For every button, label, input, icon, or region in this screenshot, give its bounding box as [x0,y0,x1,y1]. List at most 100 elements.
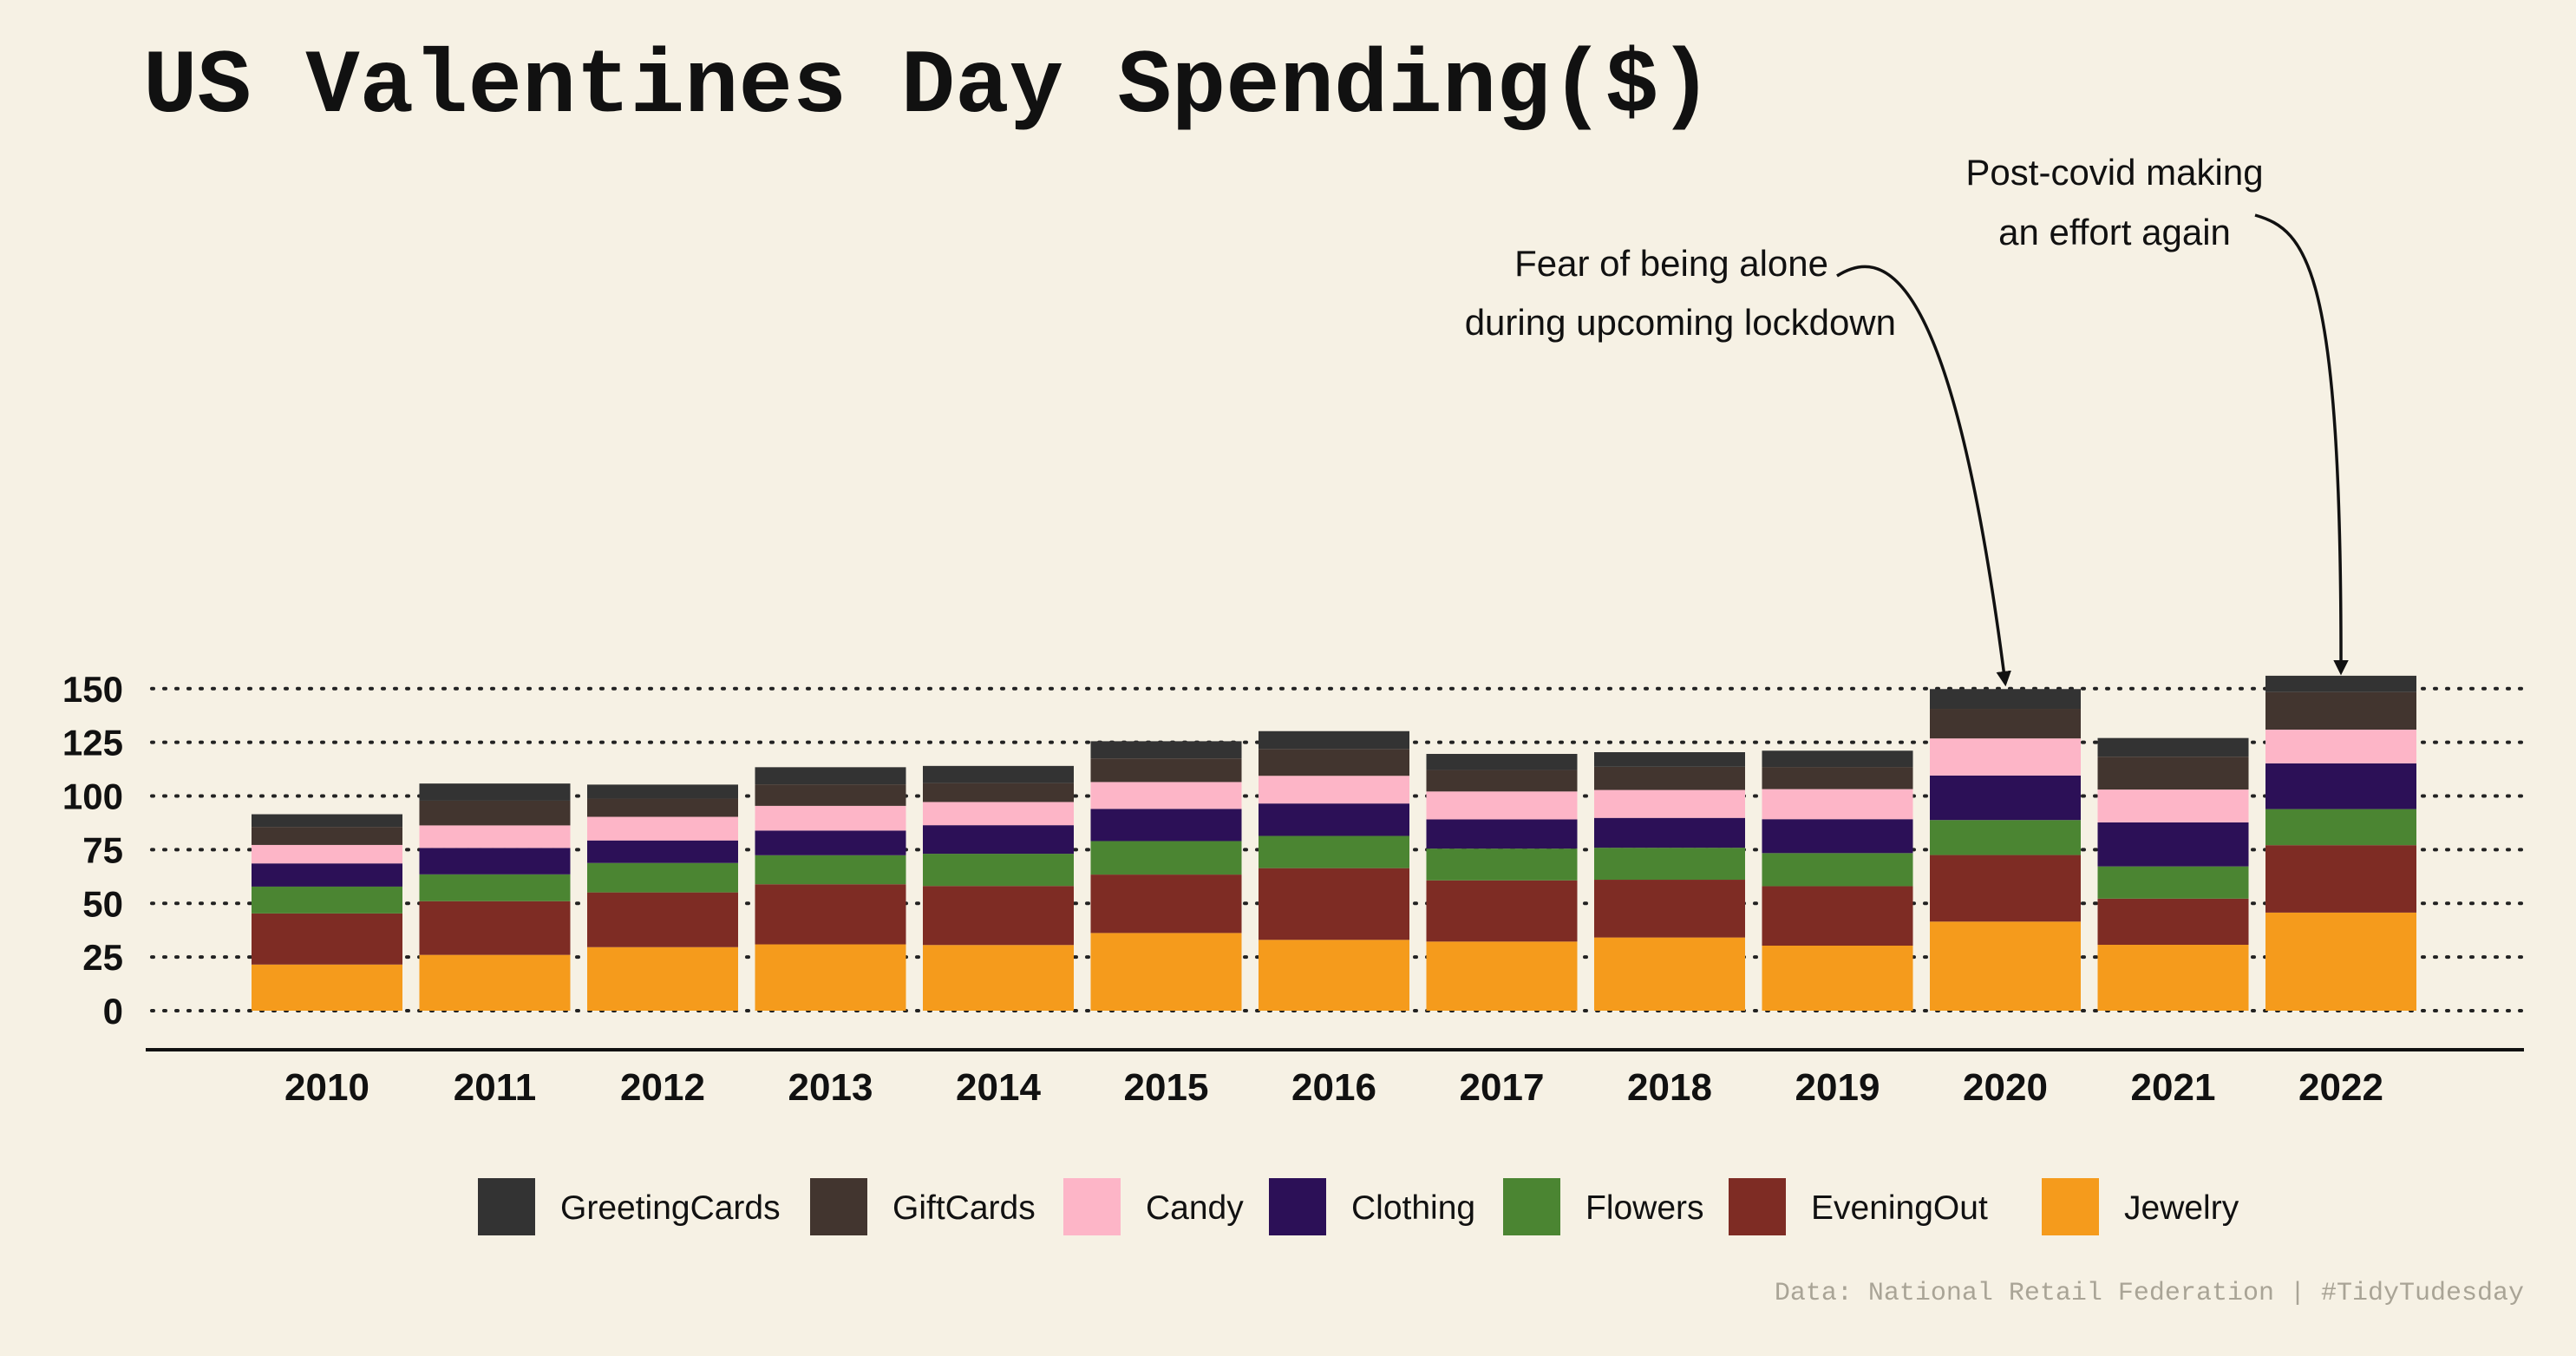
bar-segment [252,913,402,965]
bar-segment [2265,691,2416,730]
bar-segment [755,767,906,785]
bar-segment [2265,763,2416,809]
y-tick-label: 50 [82,883,123,924]
bar-segment [1090,741,1242,759]
bar-segment [1090,782,1242,809]
bar-segment [1762,767,1913,789]
bar-segment [923,945,1074,1011]
bar-segment [587,892,738,947]
x-tick-label: 2021 [2131,1066,2216,1109]
bar-segment [1426,819,1578,849]
bar-segment [1090,875,1242,933]
y-tick-label: 25 [82,937,123,978]
legend-swatch [1063,1178,1121,1235]
bar-segment [923,765,1074,783]
bar-segment [923,886,1074,946]
annotation-text: during upcoming lockdown [1465,302,1896,343]
bar-segment [1930,820,2081,855]
bar-segment [2097,822,2249,867]
bar-segment [1594,817,1745,848]
bar-segment [2265,912,2416,1011]
x-tick-label: 2014 [956,1066,1041,1109]
bar-segment [755,855,906,885]
bar-segment [2097,757,2249,790]
bar-segment [755,805,906,831]
bar-segment [1090,933,1242,1011]
bar-segment [1259,868,1409,940]
bar-segment [419,954,571,1011]
bar-segment [1930,921,2081,1011]
x-tick-label: 2017 [1460,1066,1545,1109]
bar-segment [2265,809,2416,846]
bar-segment [923,802,1074,826]
bar-segment [252,814,402,828]
annotations: Fear of being alone during upcoming lockd… [1465,152,2349,687]
legend-swatch [478,1178,535,1235]
bar-segment [2097,866,2249,899]
legend-swatch [1503,1178,1560,1235]
bar-segment [2265,675,2416,692]
bar-segment [1594,880,1745,938]
bar-segment [1594,937,1745,1011]
x-tick-label: 2011 [454,1066,536,1109]
chart-caption: Data: National Retail Federation | #Tidy… [1775,1279,2524,1308]
x-axis-ticks: 2010 2011 2012 2013 2014 2015 2016 2017 2018 2019… [284,1066,2383,1109]
x-tick-label: 2022 [2298,1066,2383,1109]
grid-layer: 0 25 50 75 100 125 150 [62,669,2526,1032]
legend-swatch [2042,1178,2099,1235]
bar-segment [1259,940,1409,1011]
bar-segment [1259,749,1409,776]
bar-segment [1594,752,1745,767]
annotation-text: Fear of being alone [1514,243,1828,284]
bar-segment [419,901,571,955]
bar-segment [1259,835,1409,868]
legend-label: GreetingCards [560,1189,781,1227]
x-tick-label: 2015 [1124,1066,1209,1109]
bar-segment [587,840,738,863]
x-tick-label: 2019 [1795,1066,1880,1109]
bar-segment [1930,775,2081,821]
bar-segment [587,798,738,817]
x-tick-label: 2012 [620,1066,705,1109]
legend-label: Clothing [1351,1189,1475,1227]
bar-segment [1762,946,1913,1011]
bar-segment [1090,809,1242,842]
bar-segment [1259,730,1409,750]
bar-segment [1426,848,1578,881]
bar-segment [1762,789,1913,820]
bar-segment [923,854,1074,887]
bar-segment [1762,819,1913,854]
bar-segment [2097,789,2249,822]
legend-swatch [810,1178,867,1235]
legend-label: Flowers [1585,1189,1704,1227]
bar-segment [252,964,402,1011]
bar-segment [587,784,738,799]
bar-segment [419,848,571,875]
annotation-arrow [2254,213,2349,676]
bar-segment [1259,803,1409,836]
annotation-text: Post-covid making [1965,152,2263,193]
y-tick-label: 0 [103,991,123,1032]
bar-segment [1090,841,1242,875]
bar-segment [252,827,402,845]
x-tick-label: 2020 [1963,1066,2048,1109]
bar-segment [1090,758,1242,783]
bar-segment [1762,750,1913,768]
bar-segment [252,863,402,887]
bar-segment [1259,776,1409,804]
legend: GreetingCards GiftCards Candy Clothing Flowe… [478,1178,2239,1235]
bar-segment [755,830,906,855]
legend-swatch [1729,1178,1786,1235]
bar-segment [1426,880,1578,942]
legend-label: EveningOut [1811,1189,1988,1227]
bar-segment [419,825,571,848]
bar-segment [1930,689,2081,710]
y-tick-label: 125 [62,723,123,763]
bar-segment [1930,855,2081,922]
bar-segment [587,947,738,1011]
bar-segment [1426,941,1578,1011]
bar-segment [1426,791,1578,820]
bar-segment [923,783,1074,802]
bars-layer [252,675,2416,1011]
